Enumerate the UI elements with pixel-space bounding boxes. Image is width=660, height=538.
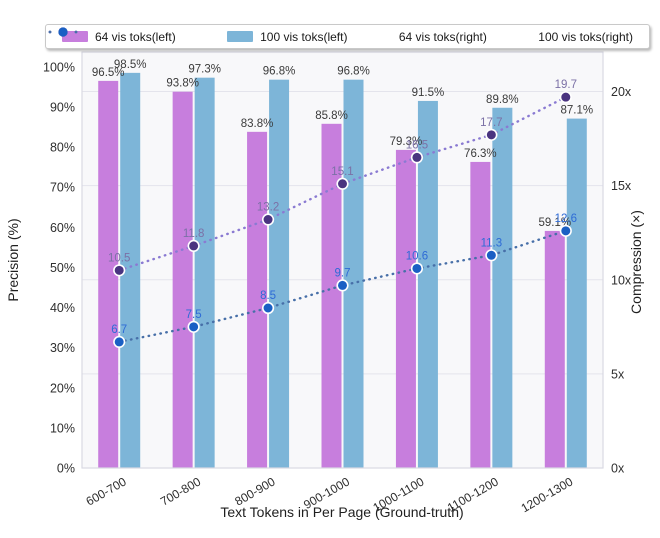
marker-64-vis-toks-1100-1200 [485, 128, 498, 141]
marker-64-vis-toks-600-700 [113, 264, 126, 277]
bar-label: 79.3% [390, 136, 423, 148]
plot-border [81, 51, 604, 469]
left-tick-label: 0% [57, 462, 75, 476]
right-tick-label: 15x [611, 179, 632, 193]
legend-swatch-purple-bar [62, 31, 88, 42]
bar-100-vis-toks-1100-1200 [492, 107, 513, 468]
marker-100-vis-toks-800-900 [261, 301, 275, 315]
legend-item-100-vis-toks-right: 100 vis toks(right) [48, 27, 633, 44]
marker-64-vis-toks-800-900 [261, 213, 275, 226]
bar-label: 83.8% [241, 118, 274, 130]
marker-label: 10.6 [406, 250, 428, 262]
bar-label: 93.8% [166, 78, 199, 90]
legend-label: 100 vis toks(left) [260, 29, 348, 44]
marker-100-vis-toks-900-1000 [336, 279, 349, 292]
bar-64-vis-toks-800-900 [247, 131, 268, 469]
right-tick-label: 20x [611, 85, 632, 99]
legend-item-64-vis-toks-right: 64 vis toks(right) [48, 27, 487, 44]
marker-100-vis-toks-1000-1100 [410, 262, 424, 275]
marker-label: 10.5 [108, 252, 130, 264]
marker-label: 17.7 [480, 117, 502, 129]
left-tick-label: 100% [43, 60, 75, 74]
left-tick-label: 40% [50, 301, 75, 315]
bar-label: 85.8% [315, 110, 348, 122]
right-tick-label: 5x [611, 367, 625, 381]
marker-label: 6.7 [111, 324, 127, 336]
legend-marker-blue-dotted-line [48, 27, 78, 37]
marker-100-vis-toks-600-700 [113, 335, 126, 348]
bar-label: 96.8% [337, 66, 370, 78]
x-tick-label-600-700: 600-700 [84, 474, 129, 508]
marker-label: 9.7 [335, 267, 351, 279]
bar-100-vis-toks-1000-1100 [417, 100, 438, 469]
bar-64-vis-toks-1200-1300 [544, 230, 565, 468]
x-tick-label-700-800: 700-800 [158, 474, 203, 508]
x-tick-label-1200-1300: 1200-1300 [519, 474, 576, 515]
plot-background [82, 52, 603, 468]
marker-label: 19.7 [555, 79, 577, 91]
left-tick-label: 50% [50, 261, 75, 275]
marker-64-vis-toks-1200-1300 [559, 91, 572, 104]
bar-100-vis-toks-700-800 [194, 77, 215, 468]
bar-label: 87.1% [560, 105, 593, 117]
bar-100-vis-toks-1200-1300 [566, 118, 587, 468]
bar-label: 91.5% [412, 87, 445, 99]
bar-label: 96.8% [263, 66, 296, 78]
bar-label: 98.5% [114, 59, 147, 71]
marker-label: 12.6 [555, 213, 577, 225]
marker-64-vis-toks-900-1000 [336, 177, 349, 190]
bar-label: 76.3% [464, 148, 497, 160]
marker-label: 8.5 [260, 290, 276, 302]
left-tick-label: 20% [50, 381, 75, 395]
marker-label: 7.5 [186, 309, 202, 321]
legend-label: 100 vis toks(right) [538, 29, 633, 44]
bar-100-vis-toks-900-1000 [343, 79, 364, 469]
marker-100-vis-toks-1100-1200 [485, 249, 498, 262]
marker-64-vis-toks-700-800 [187, 239, 200, 252]
left-tick-label: 30% [50, 341, 75, 355]
left-tick-label: 80% [50, 141, 75, 155]
marker-100-vis-toks-1200-1300 [559, 224, 572, 237]
left-tick-label: 60% [50, 221, 75, 235]
left-axis-title: Precision (%) [5, 218, 21, 301]
bar-64-vis-toks-600-700 [98, 80, 119, 469]
marker-label: 11.3 [481, 237, 503, 249]
bar-100-vis-toks-600-700 [120, 72, 141, 469]
marker-label: 15.1 [331, 166, 353, 178]
bar-label: 97.3% [188, 64, 221, 76]
marker-100-vis-toks-700-800 [187, 320, 200, 333]
left-tick-label: 90% [50, 100, 75, 114]
legend-item-100-vis-toks-left: 100 vis toks(left) [227, 30, 347, 44]
left-tick-label: 70% [50, 181, 75, 195]
marker-label: 13.2 [257, 202, 279, 214]
marker-label: 16.5 [406, 139, 428, 151]
right-axis-title: Compression (×) [628, 210, 644, 314]
marker-label: 11.8 [183, 228, 205, 240]
bar-64-vis-toks-900-1000 [321, 123, 342, 469]
right-tick-label: 10x [611, 273, 632, 287]
legend-item-64-vis-toks-left: 64 vis toks(left) [62, 30, 176, 44]
bar-64-vis-toks-700-800 [172, 91, 193, 468]
legend: 64 vis toks(left) 100 vis toks(left) 64 … [45, 24, 650, 49]
legend-swatch-blue-bar [227, 31, 254, 42]
x-axis-title: Text Tokens in Per Page (Ground-truth) [220, 504, 463, 520]
bar-64-vis-toks-1100-1200 [470, 161, 491, 469]
bar-label: 96.5% [92, 67, 125, 79]
right-tick-label: 0x [611, 462, 625, 476]
marker-64-vis-toks-1000-1100 [410, 151, 424, 164]
legend-label: 64 vis toks(left) [95, 29, 176, 44]
left-tick-label: 10% [50, 421, 75, 435]
bar-64-vis-toks-1000-1100 [395, 149, 416, 468]
bar-100-vis-toks-800-900 [269, 79, 290, 469]
legend-label: 64 vis toks(right) [398, 29, 487, 44]
bar-label: 89.8% [486, 94, 519, 106]
